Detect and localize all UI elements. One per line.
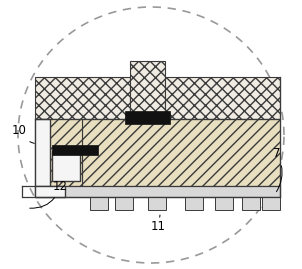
Polygon shape <box>35 119 82 186</box>
Text: 11: 11 <box>151 215 166 233</box>
Polygon shape <box>35 186 65 197</box>
Text: 7: 7 <box>273 147 282 192</box>
Polygon shape <box>185 197 203 210</box>
Polygon shape <box>90 197 108 210</box>
Text: 12: 12 <box>30 180 68 208</box>
Polygon shape <box>35 119 50 186</box>
Text: 10: 10 <box>12 125 34 143</box>
Polygon shape <box>165 77 280 119</box>
Polygon shape <box>52 145 98 155</box>
Polygon shape <box>215 197 233 210</box>
Polygon shape <box>115 197 133 210</box>
Polygon shape <box>125 111 170 124</box>
Polygon shape <box>52 151 80 181</box>
Polygon shape <box>35 77 130 119</box>
Polygon shape <box>130 61 165 119</box>
Polygon shape <box>82 119 280 186</box>
Polygon shape <box>35 186 280 197</box>
Polygon shape <box>242 197 260 210</box>
Polygon shape <box>148 197 166 210</box>
Polygon shape <box>262 197 280 210</box>
